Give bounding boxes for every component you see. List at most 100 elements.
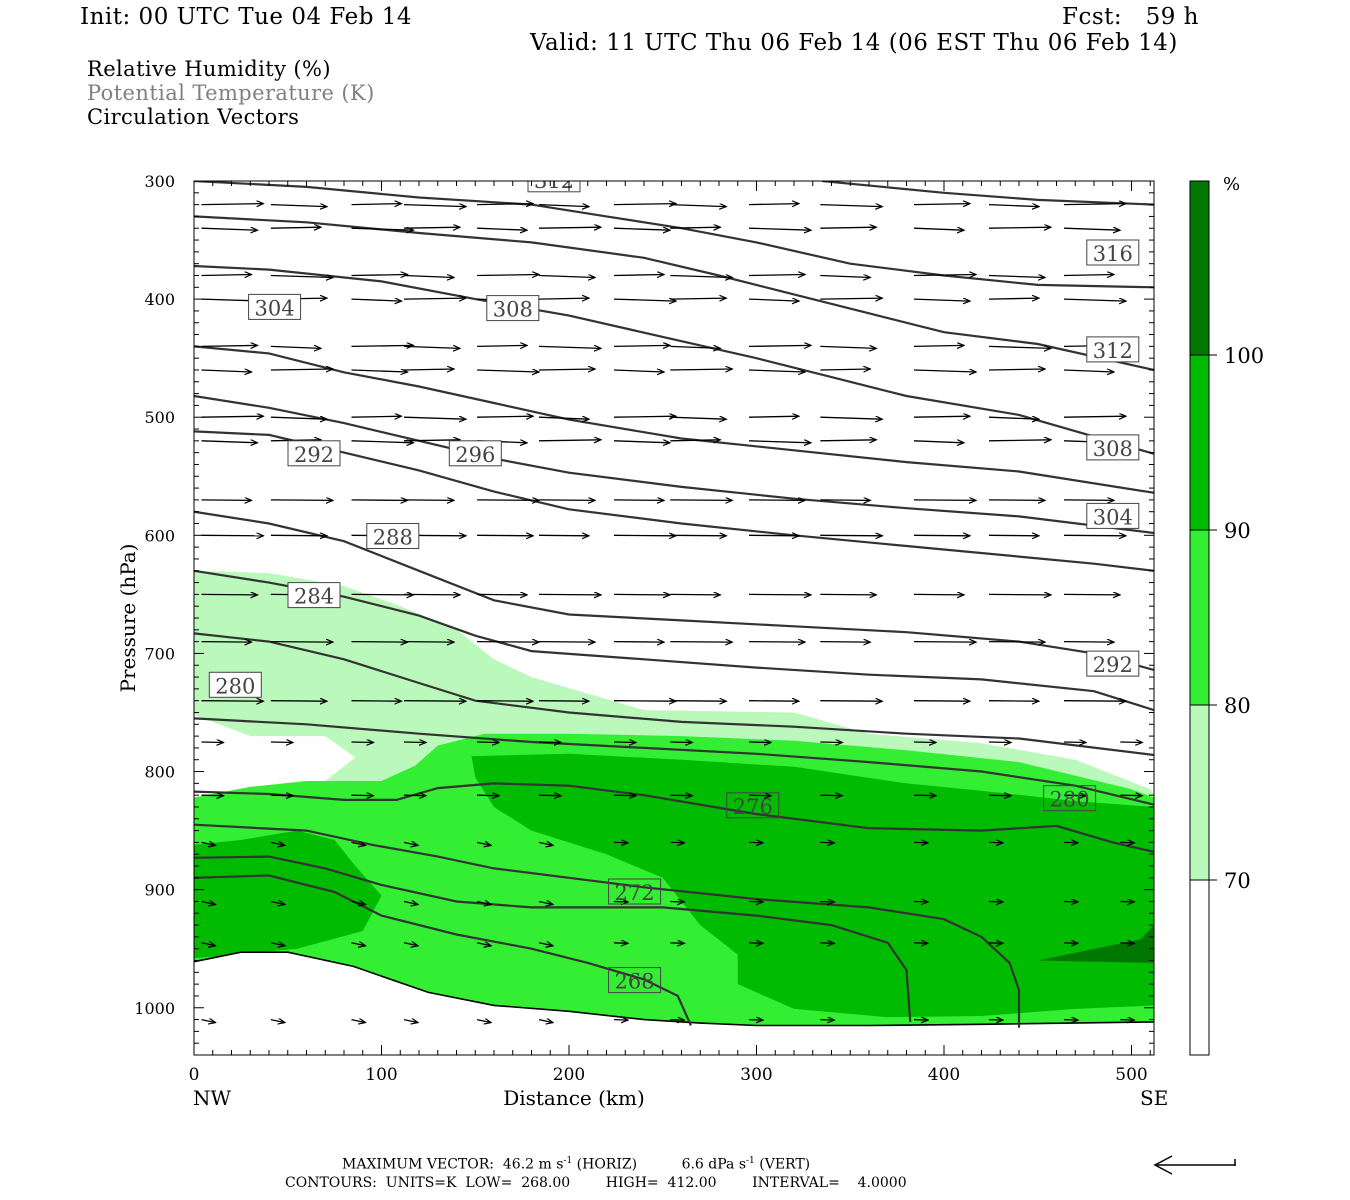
circulation-vector bbox=[1063, 299, 1126, 301]
rh-region-90 bbox=[471, 753, 1154, 1018]
colorbar-segment bbox=[1189, 879, 1210, 1056]
circulation-vector bbox=[476, 943, 491, 946]
circulation-vector bbox=[270, 902, 285, 905]
circulation-vector bbox=[913, 345, 964, 346]
circulation-vector bbox=[201, 742, 224, 743]
theta-label-box bbox=[608, 967, 662, 994]
colorbar-label: 70 bbox=[1224, 869, 1251, 893]
theta-label-box bbox=[1086, 336, 1140, 363]
theta-label: 280 bbox=[215, 674, 255, 698]
circulation-vector bbox=[201, 943, 216, 946]
circulation-vector bbox=[820, 842, 834, 843]
y-tick-label: 900 bbox=[144, 881, 175, 900]
rh-region-80 bbox=[494, 854, 588, 910]
circulation-vector bbox=[538, 795, 561, 796]
circulation-vectors bbox=[201, 204, 1143, 1023]
circulation-vector bbox=[670, 902, 684, 903]
circulation-vector bbox=[538, 701, 589, 702]
circulation-vector bbox=[1063, 842, 1078, 843]
circulation-vector bbox=[1063, 535, 1126, 536]
circulation-vector bbox=[748, 500, 805, 501]
circulation-vector bbox=[270, 369, 333, 370]
circulation-vector bbox=[670, 1020, 684, 1021]
circulation-vector bbox=[538, 535, 589, 536]
circulation-vector bbox=[988, 440, 1051, 441]
y-tick-label: 800 bbox=[144, 763, 175, 782]
circulation-vector bbox=[670, 205, 726, 207]
theta-label-box bbox=[366, 523, 420, 549]
circulation-vector bbox=[820, 346, 876, 348]
circulation-vector bbox=[748, 204, 799, 205]
circulation-vector bbox=[538, 205, 589, 207]
circulation-vector bbox=[988, 701, 1039, 702]
circulation-vector bbox=[201, 1020, 216, 1023]
colorbar-segment bbox=[1189, 180, 1210, 356]
circulation-vector bbox=[988, 742, 1011, 743]
circulation-vector bbox=[403, 902, 418, 905]
circulation-vector bbox=[913, 701, 970, 702]
circulation-vector bbox=[403, 346, 460, 348]
circulation-vector bbox=[1063, 902, 1078, 903]
circulation-vector bbox=[613, 842, 628, 843]
circulation-vector bbox=[913, 594, 964, 595]
x-tick-label: 100 bbox=[365, 1065, 397, 1085]
circulation-vector bbox=[270, 742, 293, 743]
circulation-vector bbox=[820, 594, 876, 595]
circulation-vector bbox=[403, 842, 418, 845]
circulation-vector bbox=[820, 642, 870, 643]
y-tick-label: 400 bbox=[144, 290, 175, 309]
circulation-vector bbox=[476, 902, 491, 905]
circulation-vector bbox=[613, 275, 664, 276]
theta-label: 304 bbox=[1093, 505, 1133, 529]
circulation-vector bbox=[988, 535, 1039, 536]
circulation-vector bbox=[613, 1020, 628, 1021]
theta-contour-272 bbox=[194, 855, 912, 1022]
circulation-vector bbox=[988, 902, 1003, 903]
circulation-vector bbox=[613, 943, 628, 944]
circulation-vector bbox=[351, 902, 366, 905]
circulation-vector bbox=[477, 500, 539, 501]
theta-label-box bbox=[1086, 239, 1140, 266]
circulation-vector bbox=[1063, 701, 1126, 702]
circulation-vector bbox=[988, 417, 1039, 419]
theta-label: 312 bbox=[1093, 339, 1133, 363]
circulation-vector bbox=[988, 594, 1051, 595]
y-axis-label: Pressure (hPa) bbox=[116, 544, 140, 693]
circulation-vector bbox=[913, 228, 964, 230]
theta-label: 312 bbox=[534, 169, 574, 193]
circulation-vector bbox=[270, 943, 285, 946]
theta-label: 308 bbox=[493, 298, 533, 322]
circulation-vector bbox=[351, 275, 408, 276]
circulation-vector bbox=[538, 346, 601, 348]
circulation-vector bbox=[477, 275, 539, 276]
circulation-vector bbox=[477, 370, 539, 372]
circulation-vector bbox=[351, 742, 374, 743]
colorbar-label: 100 bbox=[1224, 344, 1264, 368]
theta-label: 272 bbox=[615, 881, 655, 905]
reference-vector-head bbox=[1153, 1155, 1173, 1175]
circulation-vector bbox=[270, 276, 333, 278]
circulation-vector bbox=[538, 369, 595, 370]
circulation-vector bbox=[670, 795, 692, 796]
circulation-vector bbox=[748, 902, 763, 903]
colorbar-label: 90 bbox=[1224, 519, 1251, 543]
theta-label-box bbox=[1087, 150, 1139, 175]
theta-label: 320 bbox=[1093, 152, 1133, 176]
circulation-vector bbox=[820, 1020, 834, 1021]
circulation-vector bbox=[1120, 902, 1134, 903]
circulation-vector bbox=[988, 346, 1051, 348]
x-axis-label: Distance (km) bbox=[503, 1086, 645, 1110]
circulation-vector bbox=[748, 275, 805, 276]
circulation-vector bbox=[913, 204, 970, 205]
circulation-vector bbox=[748, 535, 799, 536]
circulation-vector bbox=[820, 276, 870, 278]
circulation-vector bbox=[538, 943, 553, 946]
circulation-vector bbox=[270, 1020, 285, 1023]
circulation-vector bbox=[351, 642, 408, 643]
circulation-vector bbox=[1063, 228, 1120, 230]
circulation-vector bbox=[748, 1020, 763, 1021]
theta-label: 268 bbox=[615, 970, 655, 994]
x-end-label-right: SE bbox=[1140, 1086, 1168, 1110]
circulation-vector bbox=[538, 417, 589, 419]
theta-label-box bbox=[287, 582, 341, 609]
